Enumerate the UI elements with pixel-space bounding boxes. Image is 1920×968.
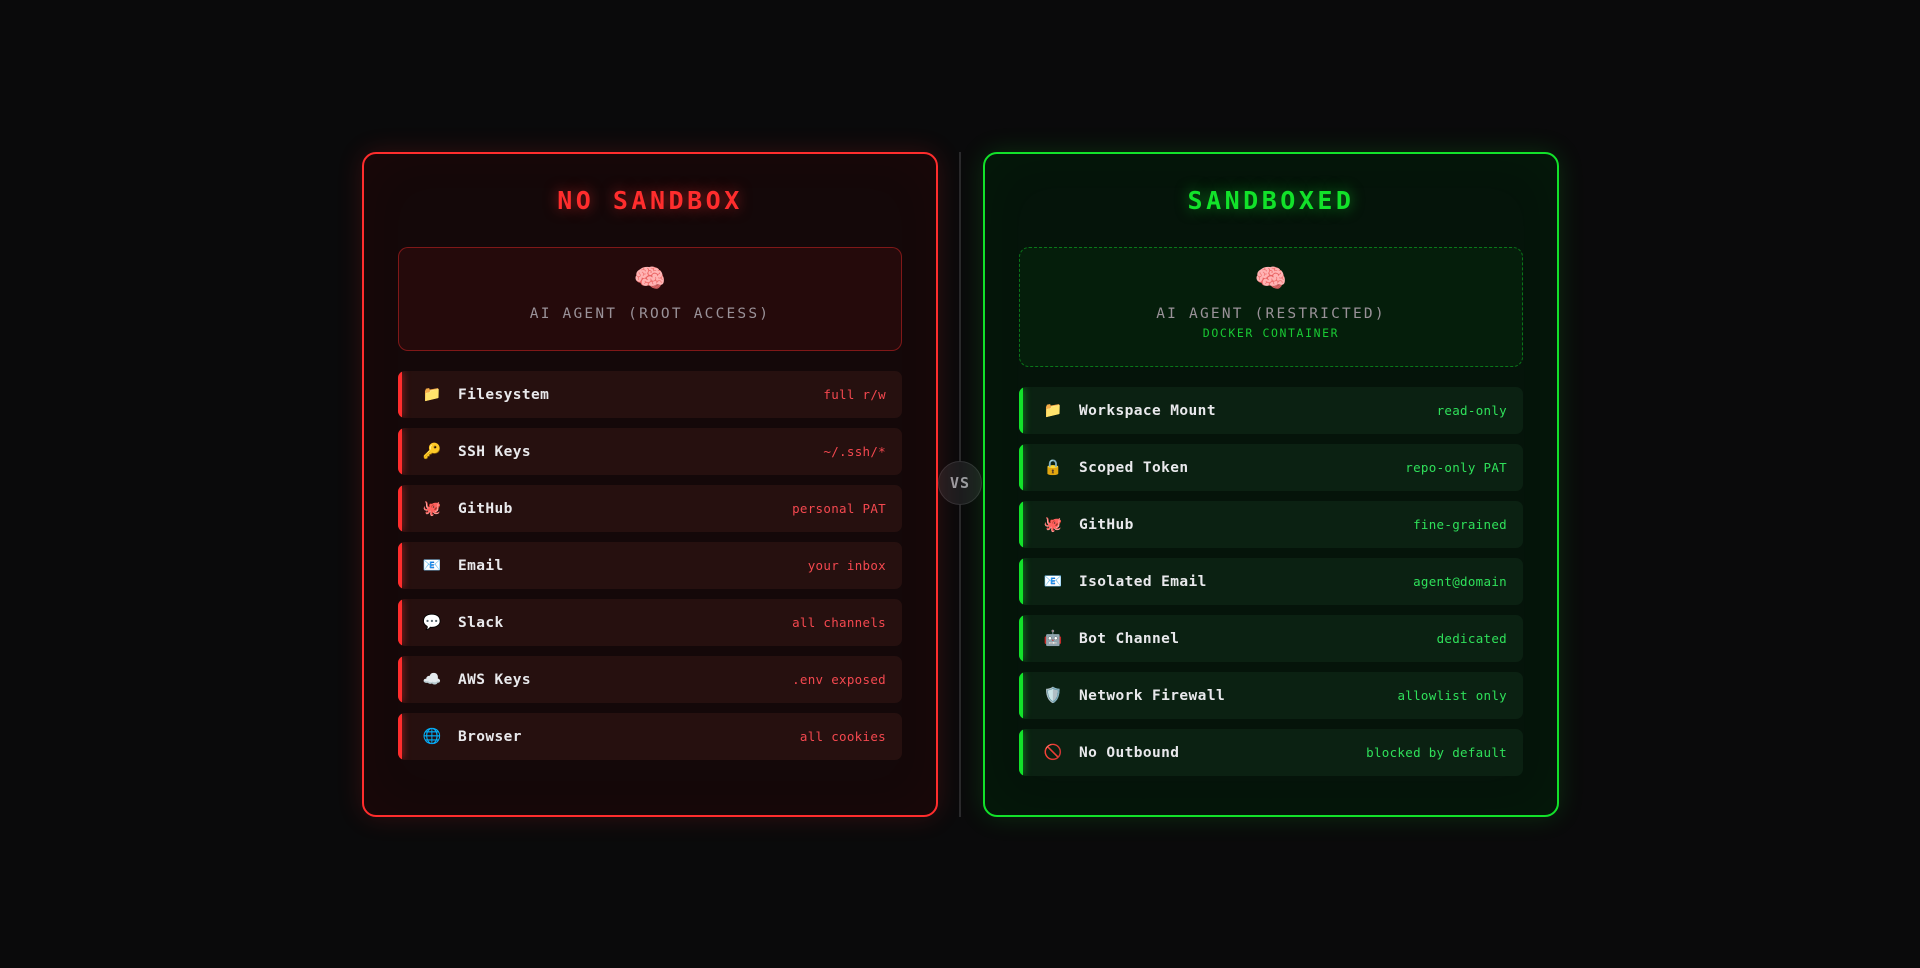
row-value: blocked by default — [1366, 745, 1507, 760]
row-label: Filesystem — [458, 386, 550, 403]
list-item[interactable]: 🐙 GitHub personal PAT — [398, 485, 902, 532]
panel-no-sandbox: NO SANDBOX 🧠 AI AGENT (ROOT ACCESS) 📁 Fi… — [362, 152, 938, 817]
row-value: read-only — [1436, 403, 1507, 418]
row-accent-bar — [398, 428, 402, 475]
row-accent-bar — [1019, 444, 1023, 491]
row-label: GitHub — [458, 500, 513, 517]
row-accent-bar — [1019, 672, 1023, 719]
row-value: agent@domain — [1413, 574, 1507, 589]
list-item[interactable]: 💬 Slack all channels — [398, 599, 902, 646]
row-label: Browser — [458, 728, 522, 745]
prohibited-icon: 🚫 — [1043, 743, 1063, 761]
brain-emoji: 🧠 — [1254, 264, 1288, 294]
row-label: SSH Keys — [458, 443, 532, 460]
row-value: dedicated — [1436, 631, 1507, 646]
cloud-icon: ☁️ — [422, 670, 442, 688]
row-label: Network Firewall — [1079, 687, 1226, 704]
row-label: Email — [458, 557, 504, 574]
shield-icon: 🛡️ — [1043, 686, 1063, 704]
key-icon: 🔑 — [422, 442, 442, 460]
row-accent-bar — [1019, 387, 1023, 434]
row-accent-bar — [1019, 615, 1023, 662]
row-value: repo-only PAT — [1405, 460, 1507, 475]
row-accent-bar — [398, 542, 402, 589]
panel-title-no-sandbox: NO SANDBOX — [557, 186, 743, 215]
row-label: Bot Channel — [1079, 630, 1180, 647]
row-accent-bar — [398, 599, 402, 646]
row-accent-bar — [398, 371, 402, 418]
row-accent-bar — [398, 713, 402, 760]
resource-list-no-sandbox: 📁 Filesystem full r/w 🔑 SSH Keys ~/.ssh/… — [398, 371, 902, 760]
list-item[interactable]: 🌐 Browser all cookies — [398, 713, 902, 760]
list-item[interactable]: 🤖 Bot Channel dedicated — [1019, 615, 1523, 662]
folder-icon: 📁 — [422, 385, 442, 403]
octopus-icon: 🐙 — [1043, 515, 1063, 533]
row-value: all cookies — [799, 729, 886, 744]
list-item[interactable]: 🐙 GitHub fine-grained — [1019, 501, 1523, 548]
row-value: allowlist only — [1397, 688, 1507, 703]
octopus-icon: 🐙 — [422, 499, 442, 517]
row-value: your inbox — [807, 558, 886, 573]
row-label: Isolated Email — [1079, 573, 1207, 590]
row-value: full r/w — [823, 387, 886, 402]
list-item[interactable]: 📁 Workspace Mount read-only — [1019, 387, 1523, 434]
email-icon: 📧 — [422, 556, 442, 574]
agent-box-root-access: 🧠 AI AGENT (ROOT ACCESS) — [398, 247, 902, 351]
list-item[interactable]: 🔒 Scoped Token repo-only PAT — [1019, 444, 1523, 491]
row-accent-bar — [1019, 558, 1023, 605]
globe-icon: 🌐 — [422, 727, 442, 745]
list-item[interactable]: 📁 Filesystem full r/w — [398, 371, 902, 418]
folder-icon: 📁 — [1043, 401, 1063, 419]
agent-sublabel: DOCKER CONTAINER — [1202, 326, 1340, 340]
robot-icon: 🤖 — [1043, 629, 1063, 647]
row-value: personal PAT — [792, 501, 886, 516]
agent-label: AI AGENT (RESTRICTED) — [1156, 306, 1386, 322]
row-accent-bar — [398, 485, 402, 532]
row-label: Slack — [458, 614, 504, 631]
row-label: AWS Keys — [458, 671, 532, 688]
row-label: No Outbound — [1079, 744, 1180, 761]
row-value: all channels — [792, 615, 886, 630]
list-item[interactable]: 📧 Isolated Email agent@domain — [1019, 558, 1523, 605]
row-value: fine-grained — [1413, 517, 1507, 532]
row-label: GitHub — [1079, 516, 1134, 533]
email-icon: 📧 — [1043, 572, 1063, 590]
row-accent-bar — [1019, 729, 1023, 776]
row-label: Workspace Mount — [1079, 402, 1216, 419]
list-item[interactable]: ☁️ AWS Keys .env exposed — [398, 656, 902, 703]
list-item[interactable]: 🔑 SSH Keys ~/.ssh/* — [398, 428, 902, 475]
vs-badge: VS — [938, 461, 982, 505]
list-item[interactable]: 🚫 No Outbound blocked by default — [1019, 729, 1523, 776]
lock-icon: 🔒 — [1043, 458, 1063, 476]
list-item[interactable]: 📧 Email your inbox — [398, 542, 902, 589]
row-label: Scoped Token — [1079, 459, 1189, 476]
agent-label: AI AGENT (ROOT ACCESS) — [529, 306, 771, 322]
list-item[interactable]: 🛡️ Network Firewall allowlist only — [1019, 672, 1523, 719]
agent-box-restricted: 🧠 AI AGENT (RESTRICTED) DOCKER CONTAINER — [1019, 247, 1523, 367]
panel-sandboxed: SANDBOXED 🧠 AI AGENT (RESTRICTED) DOCKER… — [983, 152, 1559, 817]
row-value: ~/.ssh/* — [823, 444, 886, 459]
row-accent-bar — [398, 656, 402, 703]
resource-list-sandboxed: 📁 Workspace Mount read-only 🔒 Scoped Tok… — [1019, 387, 1523, 776]
row-accent-bar — [1019, 501, 1023, 548]
row-value: .env exposed — [792, 672, 886, 687]
speech-balloon-icon: 💬 — [422, 613, 442, 631]
brain-emoji: 🧠 — [633, 264, 667, 294]
panel-title-sandboxed: SANDBOXED — [1187, 186, 1355, 215]
